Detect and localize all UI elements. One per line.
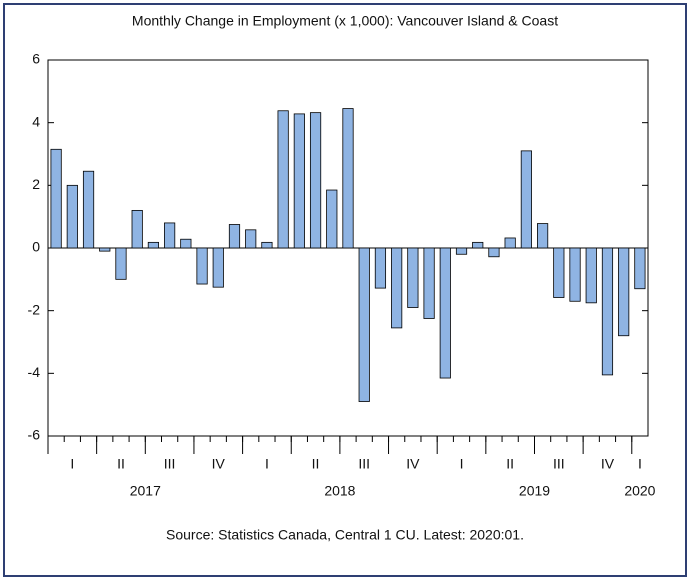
y-tick-label: 4	[32, 113, 40, 129]
y-tick-label: -4	[28, 364, 41, 380]
quarter-label: III	[553, 456, 565, 472]
y-tick-label: -6	[28, 427, 41, 443]
bar	[553, 247, 565, 298]
bar	[277, 110, 289, 249]
bar	[439, 247, 451, 379]
bar	[342, 108, 354, 249]
y-tick-label: 6	[32, 51, 40, 67]
bar	[423, 247, 435, 319]
quarter-label: I	[265, 456, 269, 472]
year-label: 2018	[324, 483, 355, 499]
quarter-label: IV	[601, 456, 615, 472]
bar	[472, 241, 484, 249]
bar	[164, 222, 176, 249]
bar	[455, 247, 468, 255]
bar	[569, 247, 581, 302]
bar	[374, 247, 387, 289]
bar	[634, 247, 646, 290]
bar	[326, 189, 338, 249]
bar	[407, 247, 419, 308]
quarter-label: III	[164, 456, 176, 472]
bar	[50, 148, 62, 249]
bar	[196, 247, 208, 285]
bar	[66, 184, 78, 249]
bar	[504, 237, 516, 249]
bar	[261, 241, 273, 249]
quarter-label: II	[506, 456, 514, 472]
quarter-label: IV	[212, 456, 226, 472]
bar	[212, 247, 224, 288]
bar	[245, 229, 257, 249]
bar	[228, 224, 241, 249]
quarter-label: III	[358, 456, 370, 472]
quarter-label: I	[460, 456, 464, 472]
year-label: 2017	[130, 483, 161, 499]
bar	[618, 247, 630, 337]
bar	[358, 247, 370, 402]
chart-title: Monthly Change in Employment (x 1,000): …	[132, 13, 558, 29]
source-note: Source: Statistics Canada, Central 1 CU.…	[166, 527, 524, 543]
bar	[585, 247, 597, 304]
bar	[293, 113, 305, 249]
quarter-label: II	[117, 456, 125, 472]
bar	[391, 247, 403, 329]
year-label: 2019	[519, 483, 550, 499]
quarter-label: IV	[406, 456, 420, 472]
bar	[180, 238, 192, 249]
year-label: 2020	[624, 483, 655, 499]
y-tick-label: 0	[32, 239, 40, 255]
bar	[131, 209, 143, 249]
bar	[488, 247, 500, 258]
bar	[147, 241, 159, 249]
quarter-label: II	[312, 456, 320, 472]
bar	[601, 247, 614, 376]
bar	[82, 170, 95, 249]
bar	[309, 112, 322, 249]
bar	[520, 150, 532, 249]
quarter-label: I	[70, 456, 74, 472]
quarter-label: I	[638, 456, 642, 472]
bar	[537, 223, 549, 249]
bar	[115, 247, 127, 280]
y-tick-label: -2	[28, 301, 41, 317]
bar	[99, 247, 111, 252]
y-tick-label: 2	[32, 176, 40, 192]
